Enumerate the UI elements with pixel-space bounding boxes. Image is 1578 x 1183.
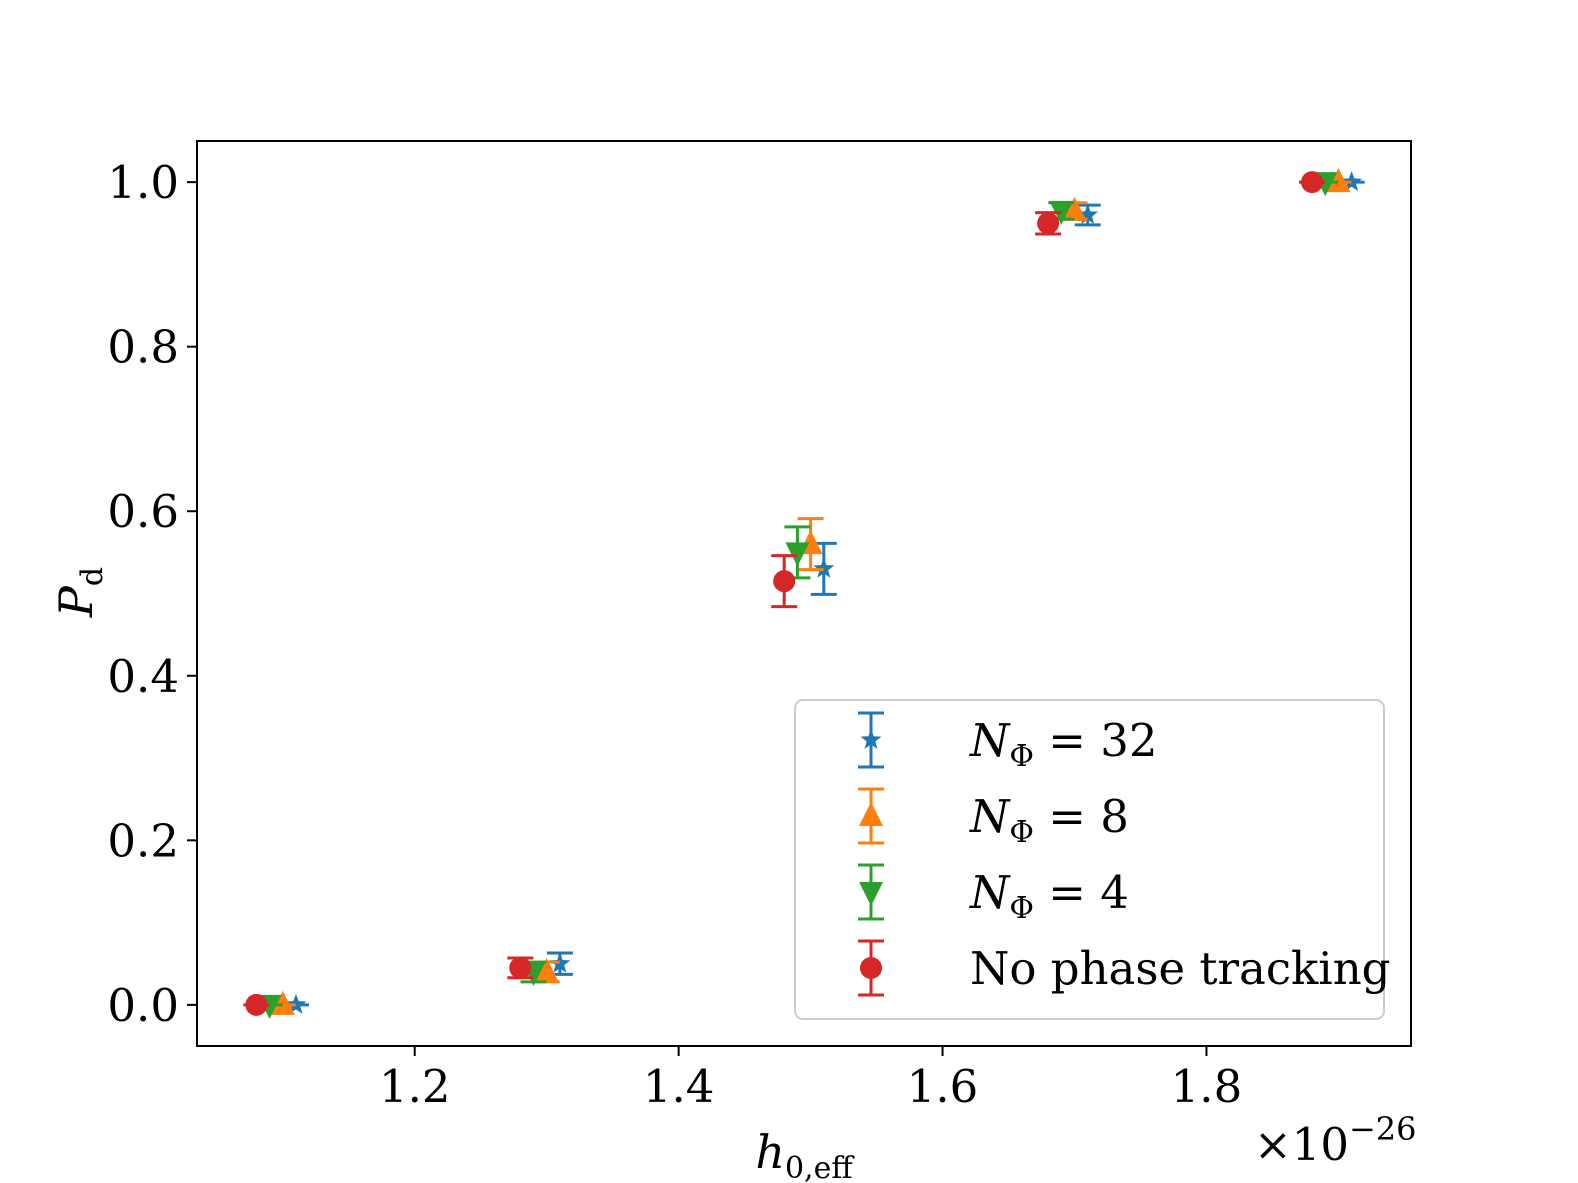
x-axis-label: h0,eff (755, 1125, 855, 1183)
legend-entry: No phase tracking (858, 939, 1391, 997)
legend-marker (859, 882, 883, 906)
y-tick-label: 0.6 (107, 485, 179, 538)
data-point (1062, 196, 1087, 221)
y-tick-label: 0.8 (107, 321, 179, 374)
x-tick-label: 1.8 (1171, 1060, 1243, 1113)
legend-marker (860, 957, 882, 979)
legend-label: NΦ = 32 (969, 714, 1158, 774)
data-point (270, 990, 295, 1015)
data-point (1341, 171, 1363, 192)
data-point (813, 557, 835, 578)
legend-entry: NΦ = 8 (858, 787, 1129, 850)
data-point (785, 542, 810, 567)
data-point (1301, 171, 1324, 194)
legend-frame (794, 699, 1385, 1020)
y-tick-label: 0.2 (107, 814, 179, 867)
x-tick-label: 1.4 (643, 1060, 715, 1113)
y-tick-label: 0.4 (107, 650, 179, 703)
series-circle (243, 171, 1326, 1016)
x-axis-ticks: 1.2 1.4 1.6 1.8 (379, 1046, 1242, 1113)
data-point (773, 570, 796, 593)
y-axis-label: Pd (49, 567, 110, 618)
y-axis-ticks: 0.0 0.2 0.4 0.6 0.8 1.0 (107, 156, 197, 1032)
series-triangle-up (269, 168, 1352, 1015)
y-tick-label: 1.0 (107, 156, 179, 209)
plot-frame (196, 140, 1412, 1047)
x-axis-multiplier: ×10−26 (1254, 1110, 1417, 1171)
legend-entry: NΦ = 32 (858, 711, 1158, 774)
legend-marker (859, 802, 883, 826)
legend-label: No phase tracking (970, 942, 1391, 995)
data-point (1326, 168, 1351, 193)
legend: NΦ = 32 NΦ = 8 NΦ = 4 No phase tracking (794, 699, 1391, 1020)
data-point (245, 993, 268, 1016)
data-point (285, 993, 307, 1014)
legend-label: NΦ = 8 (969, 790, 1129, 850)
data-point (1049, 200, 1074, 225)
legend-marker (860, 729, 882, 749)
data-point (1037, 212, 1060, 235)
data-point (549, 952, 571, 973)
x-tick-label: 1.6 (907, 1060, 979, 1113)
data-point (509, 956, 532, 979)
data-marks (243, 168, 1365, 1019)
y-tick-label: 0.0 (107, 979, 179, 1032)
legend-label: NΦ = 4 (969, 866, 1129, 926)
legend-entry: NΦ = 4 (858, 863, 1129, 926)
data-point (1077, 204, 1099, 224)
series-star (282, 171, 1365, 1014)
data-point (534, 957, 559, 982)
x-tick-label: 1.2 (379, 1060, 451, 1113)
